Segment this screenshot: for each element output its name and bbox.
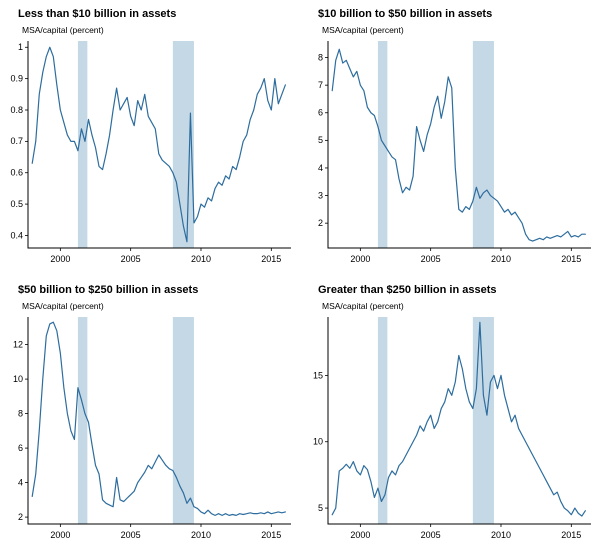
y-tick-label: 8	[318, 52, 323, 62]
x-tick-label: 2000	[50, 530, 70, 540]
axis-spines	[327, 317, 591, 525]
y-tick-label: 2	[318, 218, 323, 228]
axis-spines	[27, 317, 291, 525]
y-axis-unit-label: MSA/capital (percent)	[22, 301, 104, 311]
y-tick-label: 3	[318, 190, 323, 200]
chart-title: $50 billion to $250 billion in assets	[18, 284, 199, 296]
x-tick-label: 2000	[350, 254, 370, 264]
y-axis-unit-label: MSA/capital (percent)	[322, 25, 404, 35]
recession-band	[77, 41, 88, 248]
y-tick-label: 0.5	[10, 199, 23, 209]
y-tick-label: 12	[13, 339, 23, 349]
y-tick-label: 5	[318, 135, 323, 145]
x-tick-label: 2010	[491, 530, 511, 540]
recession-band	[377, 317, 388, 524]
x-tick-label: 2015	[261, 254, 281, 264]
x-tick-label: 2015	[561, 254, 581, 264]
recession-band	[77, 317, 88, 524]
chart-title: Less than $10 billion in assets	[18, 8, 177, 20]
chart-panel-largest-banks: Greater than $250 billion in assets MSA/…	[300, 276, 600, 552]
x-tick-label: 2000	[350, 530, 370, 540]
y-axis-unit-label: MSA/capital (percent)	[22, 25, 104, 35]
y-tick-label: 1	[18, 42, 23, 52]
y-tick-label: 15	[313, 370, 323, 380]
x-tick-label: 2010	[191, 254, 211, 264]
data-line	[331, 48, 586, 242]
y-tick-label: 0.4	[10, 230, 23, 240]
chart-canvas-mid-banks: 2 3 4 5 6 7 8 2000 2005 2010 2015	[318, 41, 591, 264]
data-line	[31, 46, 286, 243]
y-tick-label: 4	[18, 477, 23, 487]
x-tick-label: 2015	[261, 530, 281, 540]
y-tick-label: 0.7	[10, 136, 23, 146]
recession-band	[172, 41, 194, 248]
chart-panel-large-banks: $50 billion to $250 billion in assets MS…	[0, 276, 300, 552]
chart-panel-mid-banks: $10 billion to $50 billion in assets MSA…	[300, 0, 600, 276]
x-tick-label: 2000	[50, 254, 70, 264]
y-axis-unit-label: MSA/capital (percent)	[322, 301, 404, 311]
y-tick-label: 7	[318, 80, 323, 90]
axis-spines	[27, 41, 291, 249]
x-tick-label: 2010	[491, 254, 511, 264]
y-tick-label: 10	[13, 374, 23, 384]
axis-spines	[327, 41, 591, 249]
y-tick-label: 6	[318, 108, 323, 118]
chart-canvas-large-banks: 2 4 6 8 10 12 2000 2005 2010 2015	[13, 317, 291, 540]
chart-panel-small-banks: Less than $10 billion in assets MSA/capi…	[0, 0, 300, 276]
y-tick-label: 4	[318, 163, 323, 173]
chart-canvas-largest-banks: 5 10 15 2000 2005 2010 2015	[313, 317, 591, 540]
recession-band	[172, 317, 194, 524]
y-tick-label: 5	[318, 503, 323, 513]
y-tick-label: 0.6	[10, 168, 23, 178]
chart-canvas-small-banks: 0.4 0.5 0.6 0.7 0.8 0.9 1 2000 2005 2010 2015	[10, 41, 291, 264]
data-line	[331, 321, 586, 517]
y-tick-label: 6	[18, 443, 23, 453]
y-tick-label: 0.9	[10, 74, 23, 84]
data-line	[31, 321, 286, 516]
y-tick-label: 0.8	[10, 105, 23, 115]
recession-band	[472, 317, 494, 524]
x-tick-label: 2005	[121, 530, 141, 540]
y-tick-label: 10	[313, 437, 323, 447]
x-tick-label: 2005	[421, 254, 441, 264]
x-tick-label: 2010	[191, 530, 211, 540]
y-tick-label: 2	[18, 512, 23, 522]
x-tick-label: 2005	[121, 254, 141, 264]
recession-band	[377, 41, 388, 248]
y-tick-label: 8	[18, 408, 23, 418]
x-tick-label: 2015	[561, 530, 581, 540]
chart-title: Greater than $250 billion in assets	[318, 284, 497, 296]
x-tick-label: 2005	[421, 530, 441, 540]
recession-band	[472, 41, 494, 248]
chart-title: $10 billion to $50 billion in assets	[318, 8, 493, 20]
